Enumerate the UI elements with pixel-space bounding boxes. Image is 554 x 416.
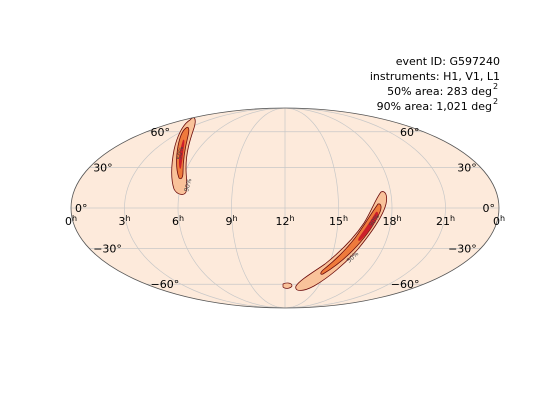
event-info: event ID: G597240 instruments: H1, V1, L… [370, 55, 500, 113]
area-90-text: 90% area: 1,021 deg [377, 100, 492, 113]
ra-label-unit: h [125, 214, 130, 223]
region-north-core [179, 139, 185, 169]
area-90-sup: 2 [493, 97, 498, 106]
lat-label-left: 60° [400, 126, 420, 139]
ra-label: 18h [382, 214, 401, 228]
ra-label-unit: h [500, 214, 505, 223]
contour-label-90-north: 90% [183, 178, 193, 193]
ra-label-unit: h [232, 214, 237, 223]
ra-label-hours: 15 [329, 215, 343, 228]
event-id: event ID: G597240 [396, 55, 500, 68]
area-50-text: 50% area: 283 deg [387, 85, 492, 98]
ra-label: 3h [118, 214, 130, 228]
area-50-sup: 2 [493, 82, 498, 91]
ra-label: 0h [65, 214, 77, 228]
region-south-fleck [282, 282, 293, 289]
ra-label: 6h [172, 214, 184, 228]
ra-label: 12h [275, 214, 294, 228]
area-50: 50% area: 283 deg [387, 85, 492, 98]
lat-label-right: −30° [93, 242, 122, 255]
ra-label-hours: 12 [275, 215, 289, 228]
meridian-line [284, 108, 339, 308]
area-90: 90% area: 1,021 deg [377, 100, 492, 113]
ra-label-hours: 6 [172, 215, 179, 228]
ra-label-hours: 0 [493, 215, 500, 228]
ra-label-unit: h [343, 214, 348, 223]
meridian-line [177, 108, 286, 308]
lat-label-left: −30° [448, 242, 477, 255]
lat-label-right: 60° [151, 126, 171, 139]
lat-label-right: 30° [93, 162, 113, 175]
lat-label-right: 0° [75, 202, 88, 215]
lat-label-left: 30° [457, 162, 477, 175]
map-outline [70, 107, 500, 309]
region-south-core [358, 211, 379, 241]
ra-label-unit: h [396, 214, 401, 223]
region-south-50 [320, 203, 382, 275]
contour-label-50-north: 50% [176, 146, 185, 161]
lat-label-left: −60° [391, 278, 420, 291]
instruments: instruments: H1, V1, L1 [370, 70, 500, 83]
ra-label-unit: h [72, 214, 77, 223]
probability-region-north [162, 117, 196, 195]
ra-label-hours: 18 [382, 215, 396, 228]
ra-label-hours: 3 [118, 215, 125, 228]
region-north-fleck [162, 118, 172, 123]
ra-label-unit: h [450, 214, 455, 223]
lat-label-right: −60° [151, 278, 180, 291]
ra-label-hours: 0 [65, 215, 72, 228]
meridian-line [231, 108, 286, 308]
lat-label-left: 0° [483, 202, 496, 215]
region-south-90 [295, 191, 388, 291]
ra-label-hours: 9 [225, 215, 232, 228]
ra-label-hours: 21 [436, 215, 450, 228]
ra-label: 0h [493, 214, 505, 228]
meridian-line [284, 108, 393, 308]
ra-label-unit: h [289, 214, 294, 223]
probability-region-south [282, 191, 388, 291]
ra-label: 9h [225, 214, 237, 228]
ra-label: 21h [436, 214, 455, 228]
axis-labels: 60°60°30°30°0°0°−30°−30°−60°−60°0h21h18h… [65, 126, 505, 291]
meridian-line [284, 108, 446, 308]
ra-label-unit: h [179, 214, 184, 223]
ra-label: 15h [329, 214, 348, 228]
